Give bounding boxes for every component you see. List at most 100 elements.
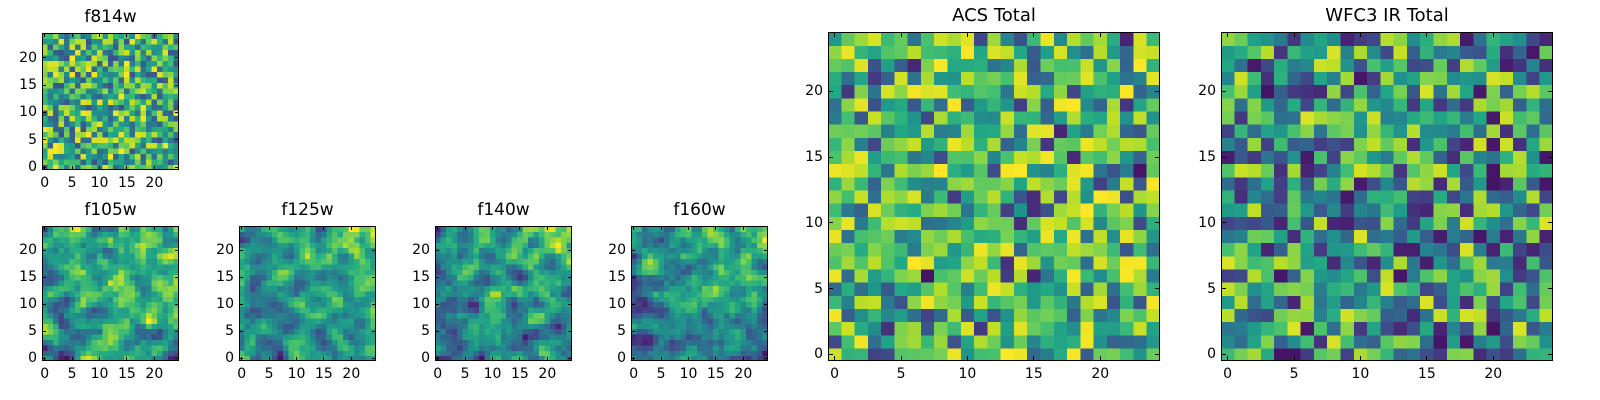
heatmap-cell [467,344,474,351]
heatmap-cell [462,301,469,308]
heatmap-cell [80,253,87,259]
heatmap-cell [828,308,842,323]
heatmap-cell [669,323,676,330]
heatmap-cell [239,290,246,297]
heatmap-cell [1067,110,1081,125]
heatmap-cell [1287,45,1302,59]
heatmap-cell [85,231,92,238]
y-tick-label: 20 [19,49,37,66]
heatmap-cell [348,247,355,254]
heatmap-cell [288,328,295,335]
heatmap-cell [42,296,49,303]
heatmap-cell [1247,163,1262,178]
heatmap-cell [118,285,125,292]
heatmap-cell [550,274,557,281]
y-tick-mark [372,249,376,251]
heatmap-cell [365,328,372,335]
heatmap-cell [1040,282,1055,296]
x-tick-label: 10 [958,366,977,382]
heatmap-cell [80,263,87,270]
heatmap-cell [157,120,164,127]
heatmap-cell [974,71,988,86]
heatmap-cell [293,307,300,313]
heatmap-cell [140,126,147,133]
heatmap-cell [124,312,131,319]
heatmap-cell [647,334,654,340]
heatmap-cell [1234,334,1249,349]
heatmap-cell [707,247,714,254]
heatmap-cell [907,150,922,165]
heatmap-cell [881,242,895,257]
heatmap-cell [244,258,251,265]
heatmap-cell [757,350,764,357]
heatmap-cell [299,355,306,361]
heatmap-cell [146,344,153,351]
heatmap-cell [85,159,92,166]
heatmap-cell [63,43,70,51]
heatmap-cell [934,268,949,283]
heatmap-cell [920,268,935,283]
heatmap-cell [63,258,70,265]
y-tick-mark [42,303,46,305]
heatmap-cell [462,269,469,276]
heatmap-cell [162,137,169,144]
heatmap-cell [1247,189,1262,204]
heatmap-cell [1499,45,1514,59]
heatmap-cell [85,285,92,292]
y-tick-mark [239,357,243,359]
heatmap-cell [96,148,103,155]
heatmap-cell [69,350,76,357]
heatmap-cell [674,290,681,297]
heatmap-cell [934,71,949,86]
heatmap-cell [440,312,447,319]
heatmap-cell [707,307,714,313]
heatmap-cell [495,307,502,313]
heatmap-cell [506,339,513,346]
x-tick-label: 20 [1091,366,1110,382]
y-tick-mark [764,357,768,359]
heatmap-cell [473,323,480,330]
heatmap-cell [282,290,289,297]
heatmap-cell [702,226,709,232]
heatmap-cell [146,137,153,144]
heatmap-cell [255,312,262,319]
heatmap-cell [1313,268,1328,283]
heatmap-cell [146,328,153,335]
heatmap-cell [124,131,131,138]
heatmap-cell [506,350,513,357]
heatmap-cell [1380,255,1395,270]
heatmap-cell [718,242,725,249]
heatmap-cell [146,247,153,254]
heatmap-cell [52,285,60,292]
y-tick-mark [828,288,833,290]
heatmap-cell [1053,110,1068,125]
heatmap-cell [1353,347,1368,361]
heatmap-cell [69,334,76,340]
heatmap-cell [1080,216,1095,230]
heatmap-cell [1526,137,1541,152]
heatmap-cell [74,49,81,56]
heatmap-cell [42,87,49,94]
heatmap-cell [151,43,158,51]
heatmap-cell [707,236,714,243]
heatmap-cell [702,296,709,303]
heatmap-cell [266,334,273,340]
heatmap-cell [151,339,158,346]
heatmap-cell [52,269,60,276]
heatmap-cell [522,285,529,292]
heatmap-cell [566,226,572,232]
heatmap-cell [1367,150,1381,165]
heatmap-cell [107,242,114,249]
heatmap-cell [894,32,909,46]
heatmap-cell [168,38,175,45]
heatmap-cell [260,242,267,249]
panel-acs-total: ACS Total 0 5 10 15 20 0 5 10 15 20 [805,5,1160,381]
heatmap-cell [63,323,70,330]
heatmap-cell [500,350,507,357]
heatmap-cell [1133,176,1148,191]
heatmap-cell [1433,150,1448,165]
heatmap-cell [867,124,882,138]
heatmap-cell [80,312,87,319]
heatmap-cell [1526,32,1541,46]
heatmap-cell [1393,163,1408,178]
